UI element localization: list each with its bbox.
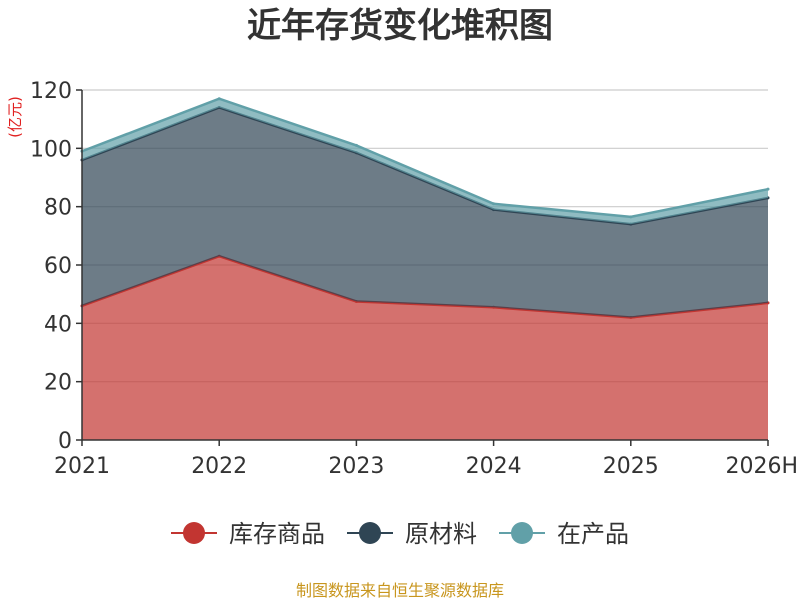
y-tick-label: 0 (58, 429, 72, 454)
x-tick-label: 2026H (725, 454, 798, 479)
x-tick-label: 2024 (466, 454, 522, 479)
legend-marker (359, 522, 381, 544)
legend-marker (183, 522, 205, 544)
y-tick-label: 120 (30, 79, 72, 104)
data-point[interactable] (217, 97, 221, 101)
y-tick-label: 100 (30, 137, 72, 162)
x-tick-label: 2025 (603, 454, 659, 479)
y-tick-label: 80 (44, 196, 72, 221)
x-tick-label: 2022 (191, 454, 247, 479)
y-tick-label: 20 (44, 371, 72, 396)
x-tick-label: 2023 (328, 454, 384, 479)
axes: 0 20 40 60 80 100 120 2021 2022 2023 2024 2025 2026H (30, 79, 798, 479)
data-point[interactable] (766, 187, 770, 191)
series-line-3 (81, 97, 769, 219)
y-tick-label: 60 (44, 254, 72, 279)
data-point[interactable] (629, 215, 633, 219)
legend-label: 库存商品 (229, 520, 325, 548)
data-point[interactable] (354, 143, 358, 147)
area-1 (82, 256, 768, 440)
y-tick-label: 40 (44, 312, 72, 337)
y-axis-unit-label: (亿元) (6, 96, 24, 138)
area-2 (82, 107, 768, 318)
legend-label: 在产品 (557, 520, 629, 548)
area-series (80, 97, 770, 440)
x-tick-label: 2021 (54, 454, 110, 479)
legend[interactable]: 库存商品 原材料 在产品 (171, 520, 629, 548)
data-point[interactable] (492, 202, 496, 206)
legend-item-3[interactable]: 在产品 (499, 520, 629, 548)
chart-title: 近年存货变化堆积图 (247, 6, 553, 46)
legend-item-2[interactable]: 原材料 (347, 520, 477, 548)
legend-marker (511, 522, 533, 544)
legend-item-1[interactable]: 库存商品 (171, 520, 325, 548)
source-note: 制图数据来自恒生聚源数据库 (296, 581, 504, 600)
legend-label: 原材料 (405, 520, 477, 548)
